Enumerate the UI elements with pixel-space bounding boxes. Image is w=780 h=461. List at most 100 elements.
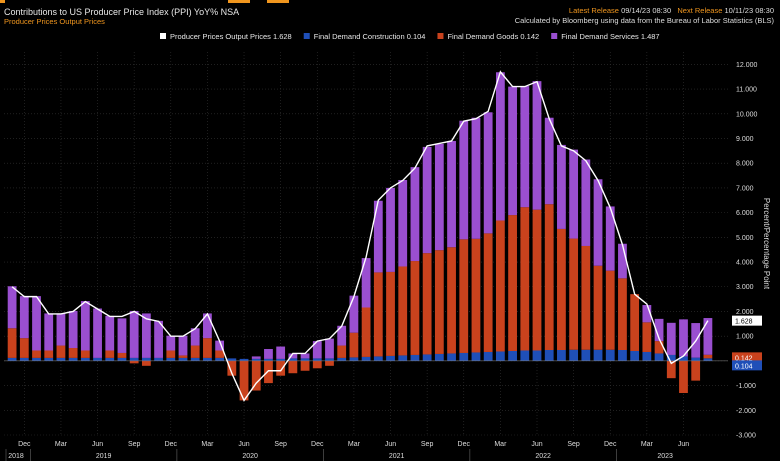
- bar-construction: [56, 357, 66, 361]
- legend-label: Final Demand Goods 0.142: [447, 32, 539, 41]
- bar-construction: [471, 352, 481, 361]
- y-tick-label: 2.000: [736, 309, 754, 316]
- bar-goods: [68, 348, 78, 358]
- flag-ppi-text: 1.628: [735, 319, 753, 326]
- bar-construction: [593, 349, 603, 361]
- x-month-label: Sep: [421, 441, 434, 448]
- bar-goods: [605, 270, 615, 350]
- legend-swatch: [551, 33, 558, 39]
- bar-goods: [227, 360, 237, 376]
- bar-construction: [93, 357, 102, 361]
- x-year-label: 2018: [8, 453, 24, 460]
- x-month-label: Jun: [385, 441, 396, 448]
- ppi-line: [11, 70, 709, 402]
- bar-construction: [68, 357, 78, 361]
- bar-goods: [7, 328, 17, 358]
- y-tick-label: 9.000: [736, 136, 754, 143]
- bar-construction: [251, 358, 261, 361]
- x-year-label: 2021: [389, 453, 405, 460]
- bar-services: [532, 81, 542, 210]
- x-month-label: Mar: [348, 441, 361, 448]
- x-month-label: Sep: [274, 441, 287, 448]
- bar-goods: [56, 345, 66, 358]
- legend-label: Producer Prices Output Prices 1.628: [170, 32, 292, 41]
- bar-construction: [239, 358, 249, 361]
- bar-goods: [251, 360, 261, 391]
- bar-construction: [630, 350, 640, 361]
- ppi-chart: -3.000-2.000-1.0000.0001.0002.0003.0004.…: [0, 28, 780, 461]
- top-accent-bar: [0, 0, 780, 4]
- bar-goods: [666, 360, 676, 379]
- bar-services: [410, 167, 420, 262]
- bar-goods: [312, 360, 322, 369]
- y-tick-label: 10.000: [736, 111, 758, 118]
- bar-services: [129, 310, 139, 358]
- bar-services: [68, 310, 78, 349]
- bar-goods: [654, 341, 664, 354]
- bar-services: [361, 258, 371, 308]
- bar-services: [654, 318, 664, 342]
- bar-services: [7, 286, 17, 329]
- bar-goods: [276, 360, 286, 376]
- bar-construction: [703, 358, 713, 361]
- bar-goods: [129, 360, 139, 364]
- bar-construction: [459, 352, 469, 361]
- bar-goods: [495, 220, 505, 352]
- bar-services: [520, 86, 530, 208]
- flag-goods: [732, 352, 762, 363]
- bar-goods: [581, 245, 591, 350]
- flag-construction-text: 0.104: [735, 363, 753, 370]
- bar-services: [56, 313, 66, 346]
- bar-services: [508, 86, 517, 216]
- bar-goods: [337, 345, 347, 358]
- bar-services: [203, 313, 212, 339]
- y-tick-label: 5.000: [736, 235, 754, 242]
- bar-services: [190, 328, 200, 346]
- y-tick-label: 6.000: [736, 210, 754, 217]
- bar-construction: [227, 358, 237, 361]
- bar-construction: [117, 357, 127, 361]
- bar-services: [386, 187, 395, 272]
- bar-construction: [337, 357, 347, 361]
- x-year-label: 2020: [242, 453, 258, 460]
- bar-goods: [483, 233, 493, 352]
- bar-construction: [654, 353, 664, 361]
- bar-goods: [593, 265, 603, 350]
- x-month-label: Sep: [128, 441, 141, 448]
- x-month-label: Sep: [567, 441, 580, 448]
- bar-goods: [239, 360, 249, 401]
- bar-services: [337, 325, 347, 346]
- bar-goods: [642, 322, 652, 352]
- bar-services: [593, 179, 603, 266]
- bar-services: [434, 143, 444, 251]
- bar-services: [557, 144, 566, 229]
- bar-goods: [447, 247, 456, 354]
- x-month-label: Jun: [531, 441, 542, 448]
- y-tick-label: 4.000: [736, 260, 754, 267]
- bar-goods: [434, 250, 444, 354]
- bar-services: [117, 318, 127, 353]
- bar-construction: [300, 358, 310, 361]
- bar-construction: [325, 358, 334, 361]
- x-month-label: Mar: [55, 441, 68, 448]
- bar-goods: [44, 350, 54, 358]
- next-release-label: Next Release: [677, 6, 723, 15]
- next-release-value: 10/11/23 08:30: [724, 6, 775, 15]
- bar-services: [93, 308, 102, 358]
- bar-construction: [398, 355, 408, 361]
- x-month-label: Jun: [92, 441, 103, 448]
- y-tick-label: 1.000: [736, 334, 754, 341]
- bar-goods: [398, 266, 408, 356]
- bar-goods: [105, 350, 115, 358]
- x-month-label: Mar: [201, 441, 214, 448]
- legend-label: Final Demand Services 1.487: [561, 32, 659, 41]
- bar-services: [544, 117, 554, 205]
- latest-release-value: 09/14/23 08:30: [621, 6, 672, 15]
- y-tick-label: 8.000: [736, 161, 754, 168]
- bar-goods: [386, 271, 395, 356]
- bar-construction: [495, 351, 505, 361]
- bar-goods: [532, 209, 542, 351]
- bar-construction: [276, 358, 286, 361]
- bar-construction: [288, 358, 298, 361]
- bar-services: [80, 301, 90, 351]
